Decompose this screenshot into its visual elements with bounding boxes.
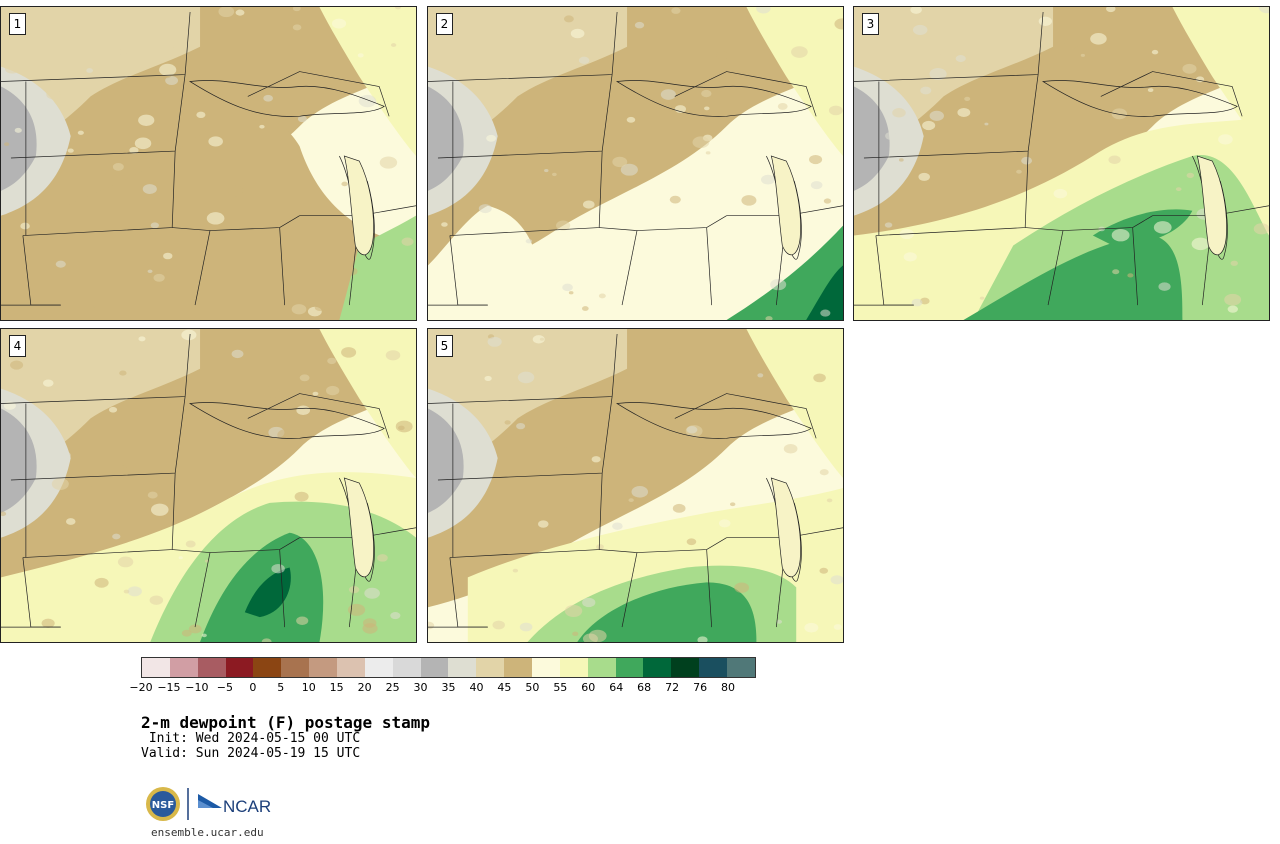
- colorbar-segment: [448, 658, 477, 677]
- colorbar-segment: [532, 658, 560, 677]
- dewpoint-map: [1, 329, 416, 642]
- colorbar-tick-label: 5: [277, 681, 285, 694]
- ncar-logo: NCAR: [198, 794, 271, 816]
- colorbar-tick-label: 25: [385, 681, 400, 694]
- colorbar-segment: [281, 658, 310, 677]
- colorbar-tick-label: 40: [469, 681, 484, 694]
- forecast-panel: 2: [427, 6, 844, 321]
- colorbar-tick-label: 68: [637, 681, 652, 694]
- colorbar-segment: [392, 658, 421, 677]
- init-time: Init: Wed 2024-05-15 00 UTC: [141, 731, 361, 746]
- panel-number: 3: [862, 13, 879, 35]
- colorbar-segment: [587, 658, 616, 677]
- colorbar-segment: [364, 658, 393, 677]
- colorbar-segment: [476, 658, 505, 677]
- colorbar-tick-label: 15: [329, 681, 344, 694]
- map-title: 2-m dewpoint (F) postage stamp: [141, 713, 430, 732]
- colorbar-segment: [225, 658, 254, 677]
- panel-number: 1: [9, 13, 26, 35]
- sponsor-logos: NSF NCAR: [145, 786, 275, 824]
- valid-time: Valid: Sun 2024-05-19 15 UTC: [141, 746, 361, 761]
- colorbar-tick-label: 30: [413, 681, 428, 694]
- panel-number: 2: [436, 13, 453, 35]
- colorbar-tick-label: 10: [301, 681, 316, 694]
- nsf-logo: NSF: [146, 787, 180, 821]
- dewpoint-map: [854, 7, 1269, 320]
- colorbar-segment: [727, 658, 755, 677]
- colorbar-tick-label: −20: [129, 681, 153, 694]
- colorbar-segment: [615, 658, 644, 677]
- panel-number: 4: [9, 335, 26, 357]
- dewpoint-map: [1, 7, 416, 320]
- colorbar-segment: [699, 658, 728, 677]
- colorbar-segment: [420, 658, 449, 677]
- colorbar-tick-label: 60: [581, 681, 596, 694]
- colorbar-tick-label: 50: [525, 681, 540, 694]
- colorbar-segment: [559, 658, 588, 677]
- colorbar-segment: [253, 658, 282, 677]
- colorbar-segment: [169, 658, 198, 677]
- colorbar-segment: [197, 658, 226, 677]
- dewpoint-map: [428, 7, 843, 320]
- colorbar-tick-label: −5: [216, 681, 233, 694]
- panel-number: 5: [436, 335, 453, 357]
- colorbar-tick-label: 35: [441, 681, 456, 694]
- site-url: ensemble.ucar.edu: [151, 826, 264, 839]
- colorbar-ticks: −20 −15 −10 −5 0 5 10 15 20 25 30 35 40 45 50 55 60 64 68 7…: [129, 681, 756, 695]
- colorbar-segment: [309, 658, 338, 677]
- ncar-logo-text: NCAR: [223, 797, 271, 816]
- colorbar-tick-label: 20: [357, 681, 372, 694]
- colorbar-tick-label: −15: [157, 681, 181, 694]
- forecast-panel: 4: [0, 328, 417, 643]
- forecast-panel: 3: [853, 6, 1270, 321]
- nsf-logo-text: NSF: [152, 800, 174, 811]
- colorbar-tick-label: 80: [721, 681, 736, 694]
- colorbar-segment: [643, 658, 672, 677]
- colorbar-tick-label: 0: [249, 681, 257, 694]
- dewpoint-map: [428, 329, 843, 642]
- colorbar-tick-label: 55: [553, 681, 568, 694]
- colorbar-segment: [671, 658, 700, 677]
- colorbar-tick-label: 64: [609, 681, 624, 694]
- colorbar-tick-label: −10: [185, 681, 209, 694]
- colorbar-tick-label: 76: [693, 681, 708, 694]
- colorbar: [141, 657, 756, 678]
- colorbar-tick-label: 72: [665, 681, 680, 694]
- colorbar-tick-label: 45: [497, 681, 512, 694]
- forecast-panel: 1: [0, 6, 417, 321]
- colorbar-segment: [337, 658, 365, 677]
- forecast-panel: 5: [427, 328, 844, 643]
- colorbar-segment: [504, 658, 533, 677]
- colorbar-segment: [142, 658, 170, 677]
